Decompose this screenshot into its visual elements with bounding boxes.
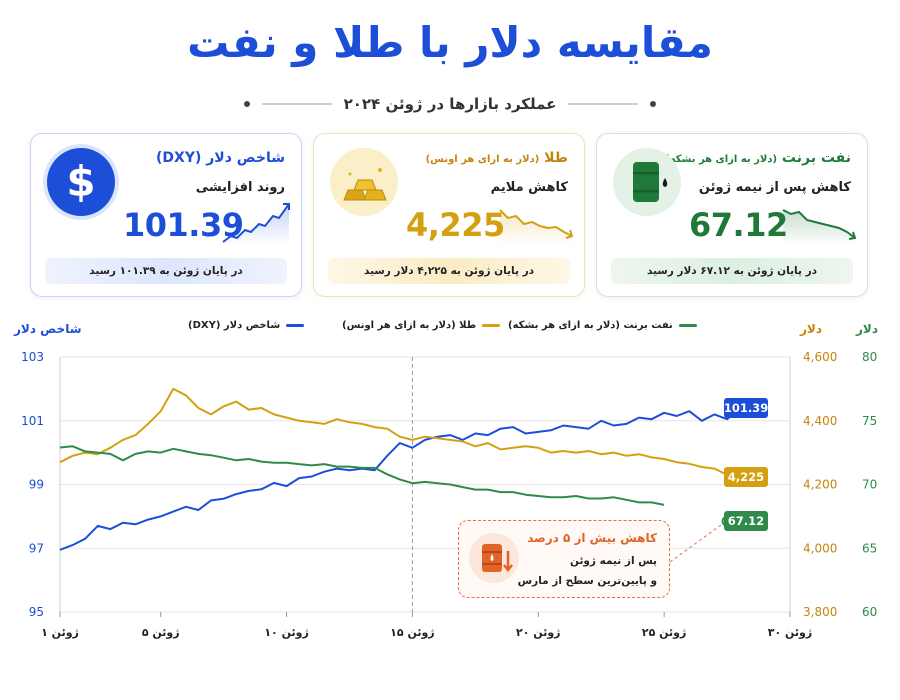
card-dxy-trend: روند افزایشی	[195, 180, 285, 195]
gold-tick-label: 4,400	[803, 414, 837, 428]
chart-axes: 95 97 99 101 103 3,800 4,000 4,200 4,400 4,600 60 6…	[21, 350, 877, 639]
legend-dxy: شاخص دلار (DXY)	[188, 320, 305, 331]
legend-oil: نفت برنت (دلار به ازای هر بشکه)	[508, 320, 697, 331]
x-tick-label: ۱ ژوئن	[41, 626, 79, 639]
gold-bars-icon	[330, 148, 398, 216]
card-dxy-title: شاخص دلار (DXY)	[156, 150, 285, 166]
gold-tick-label: 4,600	[803, 350, 837, 364]
card-dxy-footer: در پایان ژوئن به ۱۰۱.۳۹ رسید	[45, 258, 287, 284]
page-subtitle: عملکرد بازارها در ژوئن ۲۰۲۴	[343, 95, 557, 113]
gold-sparkline-icon	[499, 209, 574, 246]
gold-tick-label: 3,800	[803, 605, 837, 619]
oil-barrel-icon	[613, 148, 681, 216]
legend-gold-label: طلا (دلار به ازای هر اونس)	[342, 320, 477, 331]
dollar-sign-icon: $	[47, 148, 115, 216]
subtitle-row: عملکرد بازارها در ژوئن ۲۰۲۴	[0, 92, 900, 116]
annotation-line-1: پس از نیمه ژوئن	[570, 555, 657, 567]
x-tick-label: ۱۵ ژوئن	[390, 626, 434, 639]
card-brent-title-row: نفت برنت (دلار به ازای هر بشکه)	[665, 150, 851, 166]
dxy-end-badge: 101.39	[724, 398, 768, 419]
card-gold-trend: کاهش ملایم	[490, 180, 568, 195]
x-tick-label: ۵ ژوئن	[142, 626, 180, 639]
annotation-title: کاهش بیش از ۵ درصد	[527, 531, 657, 545]
legend-gold-swatch	[482, 324, 501, 327]
card-dxy-value: 101.39	[123, 206, 244, 244]
left-tick-label: 99	[29, 478, 44, 492]
dxy-line	[59, 407, 741, 551]
card-gold-title: طلا	[544, 150, 568, 166]
left-tick-label: 103	[21, 350, 44, 364]
legend-oil-label: نفت برنت (دلار به ازای هر بشکه)	[508, 320, 673, 331]
oil-end-badge: 67.12	[724, 511, 768, 532]
card-gold-footer: در پایان ژوئن به ۴,۲۲۵ دلار رسید	[328, 258, 570, 284]
card-brent-trend: کاهش پس از نیمه ژوئن	[698, 180, 851, 195]
gold-end-badge: 4,225	[724, 466, 768, 487]
card-gold-unit: (دلار به ازای هر اونس)	[425, 154, 540, 165]
oil-annotation-box: کاهش بیش از ۵ درصد پس از نیمه ژوئن و پای…	[458, 520, 670, 598]
x-tick-label: ۱۰ ژوئن	[264, 626, 308, 639]
subtitle-divider-right	[568, 103, 639, 105]
brent-sparkline-icon	[782, 209, 857, 246]
left-tick-label: 101	[21, 414, 44, 428]
x-tick-label: ۲۰ ژوئن	[516, 626, 560, 639]
oil-tick-label: 60	[862, 605, 877, 619]
gold-axis-title: دلار	[800, 322, 823, 336]
left-axis-title: شاخص دلار	[14, 322, 82, 336]
gold-tick-label: 4,000	[803, 541, 837, 555]
svg-text:$: $	[66, 157, 95, 206]
oil-tick-label: 65	[862, 541, 877, 555]
card-brent-value: 67.12	[689, 206, 788, 244]
card-gold-title-row: طلا (دلار به ازای هر اونس)	[426, 150, 568, 166]
subtitle-dot-right	[650, 101, 657, 107]
card-gold-value: 4,225	[406, 206, 505, 244]
card-brent-title: نفت برنت	[781, 150, 851, 166]
chart-lines	[59, 387, 741, 551]
card-gold: طلا (دلار به ازای هر اونس) کاهش ملایم 4,…	[313, 133, 585, 297]
oil-tick-label: 75	[862, 414, 877, 428]
card-dxy: شاخص دلار (DXY) روند افزایشی $ 101.39 در…	[30, 133, 302, 297]
x-tick-label: ۳۰ ژوئن	[768, 626, 812, 639]
legend-dxy-label: شاخص دلار (DXY)	[188, 320, 281, 331]
x-tick-label: ۲۵ ژوئن	[642, 626, 686, 639]
subtitle-dot-left	[243, 101, 250, 107]
oil-tick-label: 80	[862, 350, 877, 364]
page-title: مقایسه دلار با طلا و نفت	[187, 18, 713, 67]
card-brent-footer: در پایان ژوئن به ۶۷.۱۲ دلار رسید	[611, 258, 853, 284]
dxy-sparkline-icon	[222, 203, 290, 246]
card-brent: نفت برنت (دلار به ازای هر بشکه) کاهش پس …	[596, 133, 868, 297]
oil-axis-title: دلار	[856, 322, 879, 336]
left-tick-label: 95	[29, 605, 44, 619]
legend-gold: طلا (دلار به ازای هر اونس)	[342, 320, 501, 331]
annotation-connector	[669, 523, 723, 563]
oil-line	[59, 445, 665, 506]
legend-dxy-swatch	[286, 324, 305, 327]
annotation-line-2: و پایین‌ترین سطح از مارس	[517, 575, 657, 587]
gold-tick-label: 4,200	[803, 478, 837, 492]
gold-line	[59, 387, 740, 478]
oil-tick-label: 70	[862, 478, 877, 492]
oil-barrel-down-icon	[469, 533, 519, 583]
left-tick-label: 97	[29, 541, 44, 555]
subtitle-divider-left	[261, 103, 332, 105]
card-brent-unit: (دلار به ازای هر بشکه)	[665, 154, 778, 165]
legend-oil-swatch	[678, 324, 697, 327]
